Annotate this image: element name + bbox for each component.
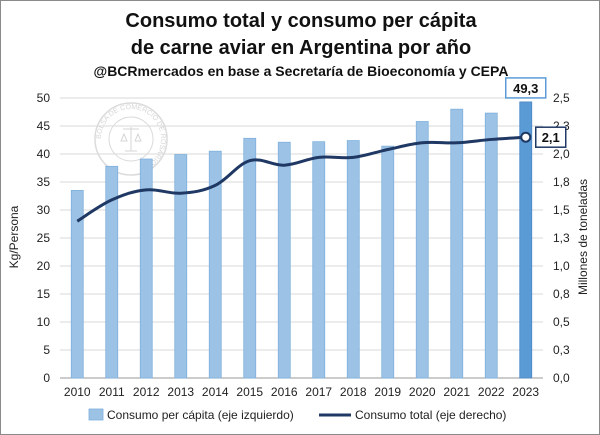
y-right-tick-label: 0,5 bbox=[553, 315, 570, 329]
x-tick-label: 2018 bbox=[340, 385, 367, 399]
x-tick-label: 2017 bbox=[305, 385, 332, 399]
x-tick-label: 2021 bbox=[443, 385, 470, 399]
legend-bar-label: Consumo per cápita (eje izquierdo) bbox=[107, 408, 294, 422]
bar-callout-text: 49,3 bbox=[513, 81, 538, 96]
y-right-tick-label: 0,8 bbox=[553, 287, 570, 301]
x-tick-label: 2022 bbox=[478, 385, 505, 399]
y-right-tick-label: 2,5 bbox=[553, 91, 570, 105]
y-right-tick-label: 1,3 bbox=[553, 231, 570, 245]
y-left-tick-label: 25 bbox=[37, 231, 51, 245]
bar-series bbox=[70, 101, 533, 379]
y-left-tick-label: 5 bbox=[43, 343, 50, 357]
y-left-tick-label: 40 bbox=[37, 147, 51, 161]
line-series bbox=[76, 131, 532, 223]
bar bbox=[381, 145, 395, 379]
bar bbox=[519, 101, 533, 379]
y-left-tick-label: 20 bbox=[37, 259, 51, 273]
x-tick-label: 2015 bbox=[236, 385, 263, 399]
y-left-tick-label: 15 bbox=[37, 287, 51, 301]
watermark-seal: BOLSA DE COMERCIO DE ROSARIO bbox=[94, 102, 168, 176]
y-axis-right-label: Millones de toneladas bbox=[576, 179, 590, 295]
x-tick-label: 2010 bbox=[64, 385, 91, 399]
bar bbox=[105, 165, 119, 379]
bar bbox=[346, 140, 360, 379]
y-left-tick-label: 30 bbox=[37, 203, 51, 217]
y-right-tick-label: 1,0 bbox=[553, 259, 570, 273]
legend-bar-swatch bbox=[88, 408, 104, 421]
bar bbox=[484, 112, 498, 379]
bar bbox=[174, 154, 188, 379]
bar bbox=[415, 121, 429, 379]
y-left-tick-label: 0 bbox=[43, 371, 50, 385]
x-tick-label: 2023 bbox=[512, 385, 539, 399]
line-callout: 2,1 bbox=[535, 126, 567, 148]
y-left-tick-label: 35 bbox=[37, 175, 51, 189]
y-right-tick-label: 0,3 bbox=[553, 343, 570, 357]
y-right-tick-label: 0,0 bbox=[553, 371, 570, 385]
bar bbox=[243, 137, 257, 379]
bar-callout: 49,3 bbox=[505, 77, 547, 99]
chart-subtitle: @BCRmercados en base a Secretaría de Bio… bbox=[94, 63, 509, 79]
y-left-tick-label: 45 bbox=[37, 119, 51, 133]
y-right-tick-label: 2,0 bbox=[553, 147, 570, 161]
chart-title-line1: Consumo total y consumo per cápita bbox=[125, 10, 477, 32]
bar bbox=[450, 108, 464, 379]
x-tick-label: 2019 bbox=[374, 385, 401, 399]
legend-line-label: Consumo total (eje derecho) bbox=[355, 408, 506, 422]
y-left-tick-label: 50 bbox=[37, 91, 51, 105]
bar bbox=[208, 150, 222, 379]
y-left-tick-label: 10 bbox=[37, 315, 51, 329]
y-axis-left: 0 5 10 15 20 25 30 35 40 45 50 bbox=[37, 91, 51, 385]
chart-title-line2: de carne aviar en Argentina por año bbox=[131, 37, 471, 59]
y-axis-left-label: Kg/Persona bbox=[7, 205, 21, 268]
bar bbox=[277, 141, 291, 379]
gridlines bbox=[60, 97, 543, 379]
line-end-marker bbox=[520, 131, 532, 143]
bar bbox=[312, 141, 326, 379]
y-right-tick-label: 1,5 bbox=[553, 203, 570, 217]
x-tick-label: 2012 bbox=[133, 385, 160, 399]
x-tick-label: 2014 bbox=[202, 385, 229, 399]
x-tick-label: 2016 bbox=[271, 385, 298, 399]
bar bbox=[139, 158, 153, 379]
legend: Consumo per cápita (eje izquierdo) Consu… bbox=[88, 408, 506, 422]
y-right-tick-label: 1,8 bbox=[553, 175, 570, 189]
line-callout-text: 2,1 bbox=[542, 130, 560, 145]
series-line bbox=[76, 135, 526, 223]
x-tick-label: 2013 bbox=[167, 385, 194, 399]
bar bbox=[70, 189, 84, 379]
x-tick-label: 2020 bbox=[409, 385, 436, 399]
x-axis: 2010 2011 2012 2013 2014 2015 2016 2017 2018 2019… bbox=[64, 385, 540, 399]
x-tick-label: 2011 bbox=[99, 385, 125, 399]
